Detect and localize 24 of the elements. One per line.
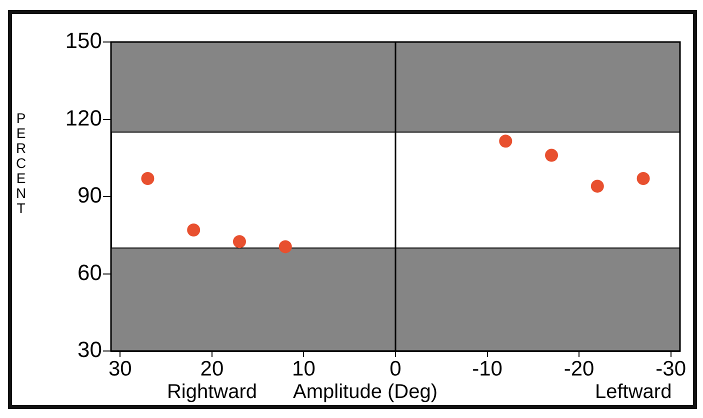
y-tick-label: 90 [78,182,102,208]
x-tick-label: -20 [564,357,594,380]
x-tick-label: 10 [292,357,316,380]
x-tick-label: 30 [108,357,132,380]
x-tick-label: -30 [656,357,686,380]
point [141,172,154,185]
x-tick-label: -10 [472,357,502,380]
text: Rightward [166,381,257,404]
x-tick-label: 20 [200,357,224,380]
y-tick-label: 60 [78,260,102,285]
x-axis-title: Amplitude (Deg) [293,381,438,404]
y-axis-title: PERCENT [13,110,29,215]
point [499,134,512,148]
point [278,240,292,254]
point [187,223,200,236]
x-tick-label: 0 [390,357,402,380]
y-tick-label: 150 [65,28,102,54]
point [545,148,558,162]
point [636,172,650,185]
y-tick-label: 120 [65,105,102,130]
point [232,235,246,248]
y-tick-label: 30 [78,337,102,362]
point [590,180,604,193]
text: Leftward [595,381,672,404]
